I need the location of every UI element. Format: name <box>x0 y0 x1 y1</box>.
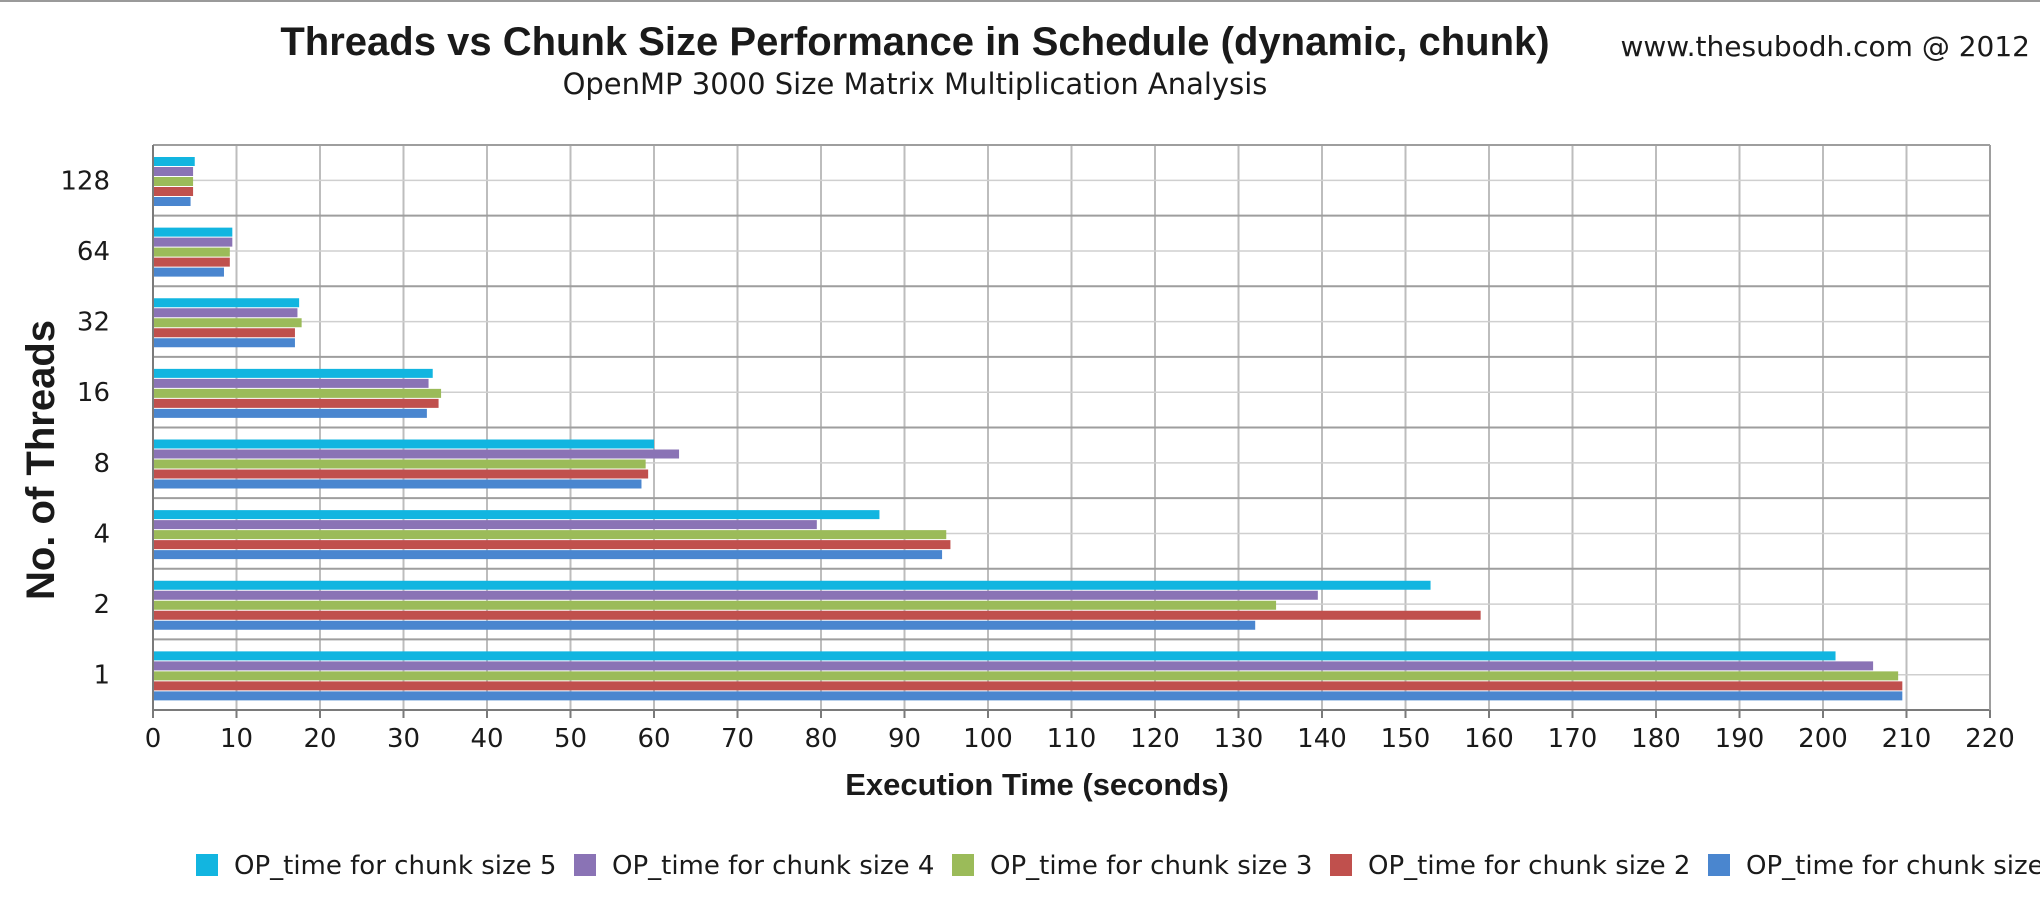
y-tick-label: 128 <box>60 166 110 196</box>
bar-threads-2-series-1 <box>153 580 1431 590</box>
bar-threads-2-series-2 <box>153 590 1318 600</box>
legend-label: OP_time for chunk size 4 <box>612 851 934 881</box>
y-tick-label: 32 <box>77 308 110 338</box>
bar-threads-32-series-1 <box>153 298 300 308</box>
bar-threads-8-series-3 <box>153 459 646 469</box>
legend-label: OP_time for chunk size 1 <box>1746 851 2040 881</box>
y-tick-label: 16 <box>77 378 110 408</box>
y-tick-label: 1 <box>93 661 110 691</box>
legend-label: OP_time for chunk size 5 <box>234 851 556 881</box>
bar-threads-4-series-3 <box>153 530 947 540</box>
bar-threads-64-series-4 <box>153 257 230 267</box>
legend-swatch <box>1708 854 1730 876</box>
x-tick-label: 10 <box>220 724 253 754</box>
x-tick-label: 20 <box>303 724 336 754</box>
x-tick-labels: 0 10 20 30 40 50 60 70 80 90 100 110 120 130 140 150 160… <box>145 724 2015 754</box>
bar-threads-128-series-3 <box>153 177 194 186</box>
y-tick-label: 2 <box>93 590 110 620</box>
x-tick-label: 120 <box>1130 724 1180 754</box>
bar-threads-1-series-4 <box>153 681 1903 691</box>
bar-threads-8-series-2 <box>153 449 680 459</box>
x-tick-label: 220 <box>1965 724 2015 754</box>
legend-swatch <box>952 854 974 876</box>
x-tick-label: 70 <box>721 724 754 754</box>
legend-swatch <box>574 854 596 876</box>
bar-threads-2-series-5 <box>153 620 1256 630</box>
chart-subtitle: OpenMP 3000 Size Matrix Multiplication A… <box>563 67 1268 101</box>
bar-threads-2-series-4 <box>153 610 1481 620</box>
x-tick-label: 30 <box>387 724 420 754</box>
x-tick-label: 50 <box>554 724 587 754</box>
bars <box>153 157 1903 701</box>
bar-threads-4-series-5 <box>153 550 943 560</box>
bar-threads-4-series-4 <box>153 540 951 550</box>
x-tick-label: 80 <box>804 724 837 754</box>
bar-threads-16-series-4 <box>153 398 439 408</box>
bar-threads-4-series-2 <box>153 520 817 530</box>
x-tick-label: 160 <box>1464 724 1514 754</box>
y-tick-label: 8 <box>93 449 110 479</box>
y-tick-label: 64 <box>77 237 110 267</box>
bar-threads-32-series-4 <box>153 328 295 338</box>
x-tick-label: 90 <box>888 724 921 754</box>
legend-swatch <box>196 854 218 876</box>
bar-threads-32-series-3 <box>153 318 302 328</box>
bar-threads-16-series-1 <box>153 368 433 378</box>
bar-threads-64-series-1 <box>153 227 233 237</box>
bar-threads-64-series-3 <box>153 247 230 257</box>
axes <box>152 145 1991 718</box>
bar-threads-128-series-1 <box>153 157 195 166</box>
x-tick-label: 200 <box>1798 724 1848 754</box>
x-tick-label: 140 <box>1297 724 1347 754</box>
x-tick-label: 190 <box>1715 724 1765 754</box>
bar-threads-16-series-3 <box>153 388 442 398</box>
x-axis-label: Execution Time (seconds) <box>845 767 1229 802</box>
y-tick-labels: 128 64 32 16 8 4 2 1 <box>60 166 110 690</box>
bar-threads-4-series-1 <box>153 510 880 520</box>
bar-threads-16-series-2 <box>153 378 429 388</box>
bar-threads-16-series-5 <box>153 408 427 418</box>
chart-title: Threads vs Chunk Size Performance in Sch… <box>280 20 1549 64</box>
bar-threads-1-series-2 <box>153 661 1874 671</box>
x-tick-label: 180 <box>1631 724 1681 754</box>
bar-threads-8-series-4 <box>153 469 649 479</box>
bar-threads-32-series-2 <box>153 308 298 318</box>
legend-label: OP_time for chunk size 3 <box>990 851 1312 881</box>
bar-threads-1-series-1 <box>153 651 1836 661</box>
x-tick-label: 210 <box>1882 724 1932 754</box>
bar-threads-64-series-5 <box>153 267 224 277</box>
bar-threads-2-series-3 <box>153 600 1277 610</box>
legend: OP_time for chunk size 5 OP_time for chun… <box>196 851 2040 881</box>
x-tick-label: 130 <box>1214 724 1264 754</box>
y-axis-label: No. of Threads <box>19 320 63 600</box>
bar-threads-1-series-5 <box>153 691 1903 701</box>
legend-swatch <box>1330 854 1352 876</box>
x-tick-label: 0 <box>145 724 162 754</box>
bar-threads-128-series-5 <box>153 197 191 206</box>
x-tick-label: 60 <box>637 724 670 754</box>
y-tick-label: 4 <box>93 519 110 549</box>
legend-label: OP_time for chunk size 2 <box>1368 851 1690 881</box>
bar-threads-8-series-5 <box>153 479 642 489</box>
x-tick-label: 150 <box>1381 724 1431 754</box>
bar-threads-32-series-5 <box>153 338 295 348</box>
x-tick-label: 110 <box>1047 724 1097 754</box>
bar-threads-1-series-3 <box>153 671 1899 681</box>
bar-threads-64-series-2 <box>153 237 233 247</box>
x-tick-label: 170 <box>1548 724 1598 754</box>
bar-threads-8-series-1 <box>153 439 654 449</box>
bar-threads-128-series-2 <box>153 167 194 176</box>
bar-threads-128-series-4 <box>153 187 194 196</box>
chart-credit: www.thesubodh.com @ 2012 <box>1621 30 2031 63</box>
x-tick-label: 100 <box>963 724 1013 754</box>
x-tick-label: 40 <box>470 724 503 754</box>
